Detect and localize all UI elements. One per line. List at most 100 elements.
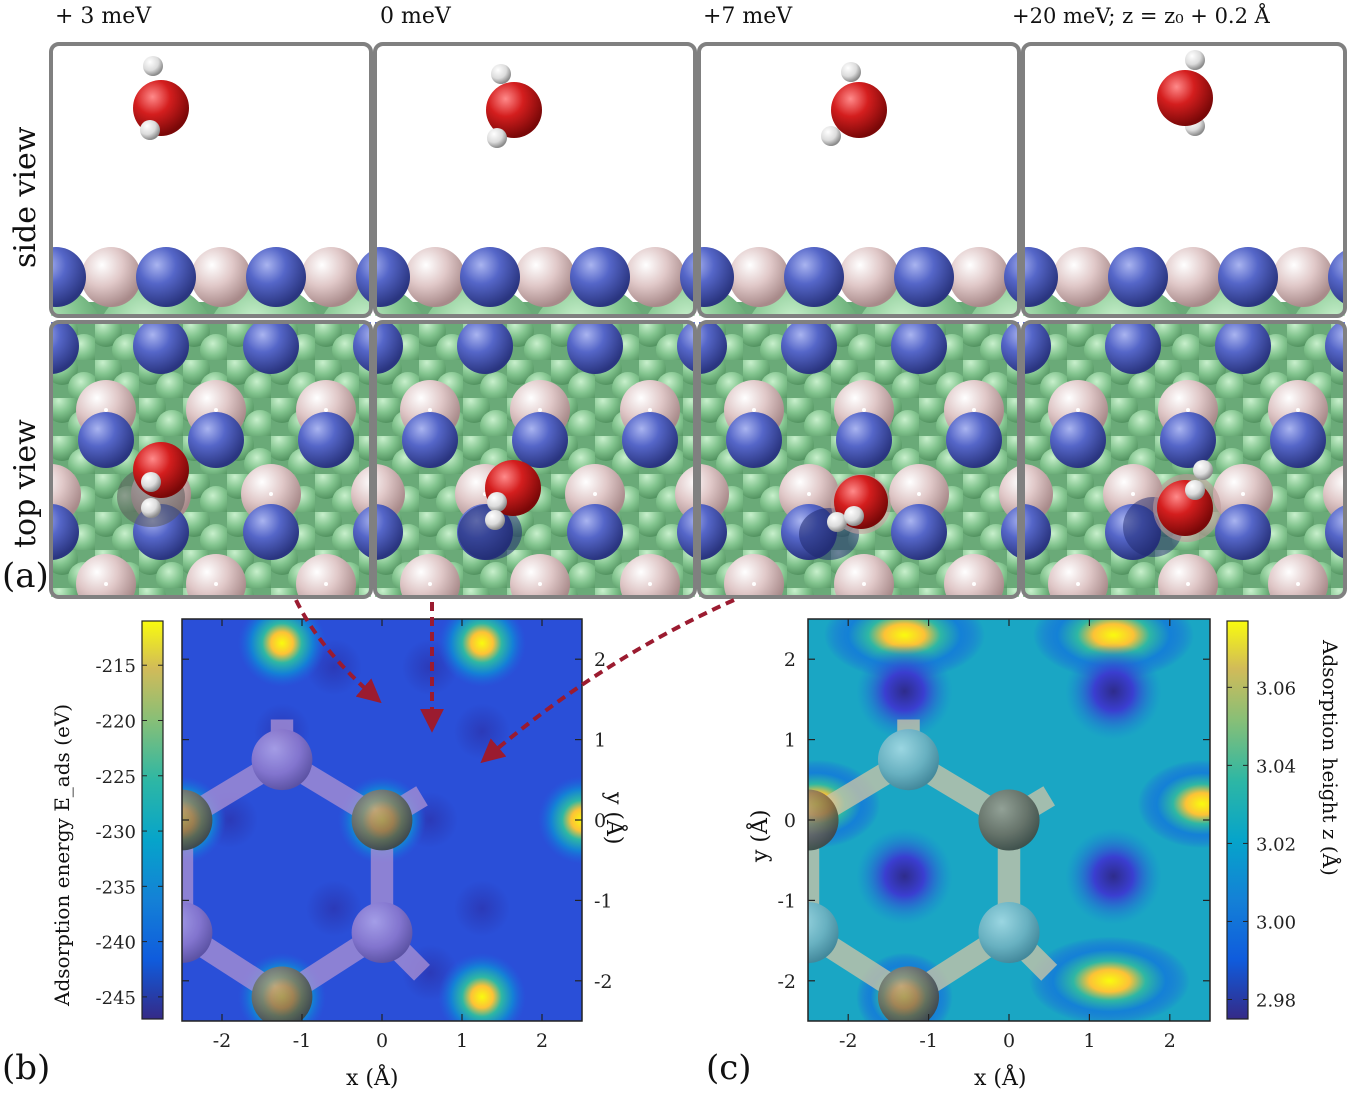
x-tick-label: -1 — [919, 1030, 938, 1052]
overlay-atom-2 — [808, 789, 839, 851]
colorbar-tick-label: -220 — [96, 712, 136, 733]
y-tick-label: 2 — [594, 649, 606, 671]
height-minimum-3 — [1065, 828, 1162, 925]
panel-label-a: (a) — [2, 556, 49, 596]
bond-stub-right — [376, 786, 428, 830]
energy-dip-4 — [306, 880, 362, 937]
colorbar-tick-label: -215 — [96, 656, 136, 677]
top-view-config-1 — [49, 320, 373, 599]
panel-b-colorbar-label: Adsorption energy E_ads (eV) — [50, 703, 74, 1006]
bond-3 — [275, 923, 389, 1007]
bond-stub-lower — [374, 924, 430, 981]
colorbar-tick-label: -245 — [96, 988, 136, 1009]
overlay-atom-0 — [877, 729, 940, 791]
overlay-atom-4 — [877, 966, 940, 1021]
bond-4 — [808, 923, 915, 1007]
x-tick-label: 2 — [1164, 1030, 1176, 1052]
energy-maximum-3 — [338, 776, 426, 864]
y-tick-label: -2 — [777, 971, 796, 993]
colorbar-b — [141, 620, 164, 1020]
colorbar-tick-label: -230 — [96, 822, 136, 843]
side-view-config-3 — [697, 42, 1021, 318]
x-tick-label: 2 — [536, 1030, 548, 1052]
config-1-energy-label: + 3 meV — [55, 4, 152, 29]
colorbar-tick-label: 3.06 — [1256, 678, 1296, 699]
side-view-config-1 — [49, 42, 373, 318]
energy-dip-7 — [306, 639, 362, 696]
y-tick-label: 2 — [784, 649, 796, 671]
overlay-atom-2 — [182, 789, 213, 851]
bond-0 — [276, 750, 388, 830]
bond-4 — [182, 923, 289, 1007]
bond-0 — [902, 750, 1015, 830]
energy-dip-2 — [202, 792, 258, 848]
energy-maximum-0 — [238, 619, 326, 688]
height-ridge-3 — [1137, 759, 1210, 849]
x-tick-label: 1 — [1083, 1030, 1095, 1052]
bond-1 — [808, 750, 915, 830]
top-view-config-2 — [373, 320, 697, 599]
heatmap-c — [808, 619, 1210, 1021]
x-tick-label: 0 — [1003, 1030, 1015, 1052]
height-minimum-1 — [1065, 643, 1162, 740]
overlay-atom-1 — [351, 789, 413, 851]
colorbar-c — [1226, 620, 1249, 1020]
overlay-atom-4 — [251, 966, 313, 1021]
overlay-atom-3 — [978, 902, 1040, 964]
overlay-atom-5 — [182, 902, 213, 963]
annotation-arrows — [294, 598, 735, 764]
overlay-atom-0 — [251, 729, 313, 791]
top-view-config-3 — [697, 320, 1021, 599]
energy-maximum-5 — [238, 952, 326, 1021]
x-tick-label: -2 — [213, 1030, 232, 1052]
side-view-config-4 — [1021, 42, 1347, 318]
panel-label-b: (b) — [2, 1048, 51, 1088]
overlay-atom-5 — [808, 902, 839, 964]
y-tick-label: 1 — [594, 730, 606, 752]
colorbar-tick-label: -235 — [96, 877, 136, 898]
hbn-lattice-overlay — [182, 719, 430, 1021]
x-tick-label: 1 — [456, 1030, 468, 1052]
energy-dip-3 — [402, 792, 458, 848]
config-3-energy-label: +7 meV — [703, 4, 793, 29]
panel-b-x-axis-label: x (Å) — [346, 1066, 399, 1091]
colorbar-tick-label: 3.02 — [1256, 834, 1296, 855]
height-ridge-5 — [856, 952, 953, 1021]
height-minimum-2 — [856, 828, 953, 925]
colorbar-tick-label: 2.98 — [1256, 990, 1296, 1011]
y-tick-label: -1 — [594, 890, 613, 912]
energy-dip-1 — [454, 703, 510, 760]
overlay-atom-3 — [351, 902, 413, 963]
energy-maximum-1 — [438, 619, 526, 688]
colorbar-tick-label: 3.00 — [1256, 912, 1296, 933]
side-view-config-2 — [373, 42, 697, 318]
colorbar-tick-label: -240 — [96, 933, 136, 954]
height-ridge-4 — [1029, 936, 1190, 1021]
bond-stub-lower — [1001, 924, 1058, 981]
config-2-energy-label: 0 meV — [380, 4, 451, 29]
panel-c-x-axis-label: x (Å) — [974, 1066, 1027, 1091]
x-tick-label: 0 — [376, 1030, 388, 1052]
y-tick-label: -1 — [777, 890, 796, 912]
energy-dip-8 — [402, 944, 458, 1001]
top-view-config-4 — [1021, 320, 1347, 599]
panel-b-y-axis-label: y (Å) — [601, 792, 626, 845]
panel-label-c: (c) — [706, 1048, 752, 1088]
bond-stub-right — [1003, 786, 1055, 830]
y-tick-label: 0 — [784, 810, 796, 832]
y-tick-label: -2 — [594, 971, 613, 993]
colorbar-tick-label: -225 — [96, 767, 136, 788]
y-tick-label: 1 — [784, 730, 796, 752]
energy-maximum-2 — [182, 776, 226, 864]
panel-a-atomic-models — [49, 42, 1347, 599]
panel-c-colorbar-label: Adsorption height z (Å) — [1318, 640, 1342, 876]
energy-dip-5 — [454, 880, 510, 937]
panel-c-y-axis-label: y (Å) — [748, 809, 773, 862]
energy-dip-6 — [402, 639, 458, 696]
overlay-atom-1 — [978, 789, 1040, 851]
height-minimum-0 — [856, 643, 953, 740]
x-tick-label: -2 — [839, 1030, 858, 1052]
x-tick-label: -1 — [293, 1030, 312, 1052]
colorbar-tick-label: 3.04 — [1256, 756, 1296, 777]
heatmap-b — [182, 619, 582, 1021]
